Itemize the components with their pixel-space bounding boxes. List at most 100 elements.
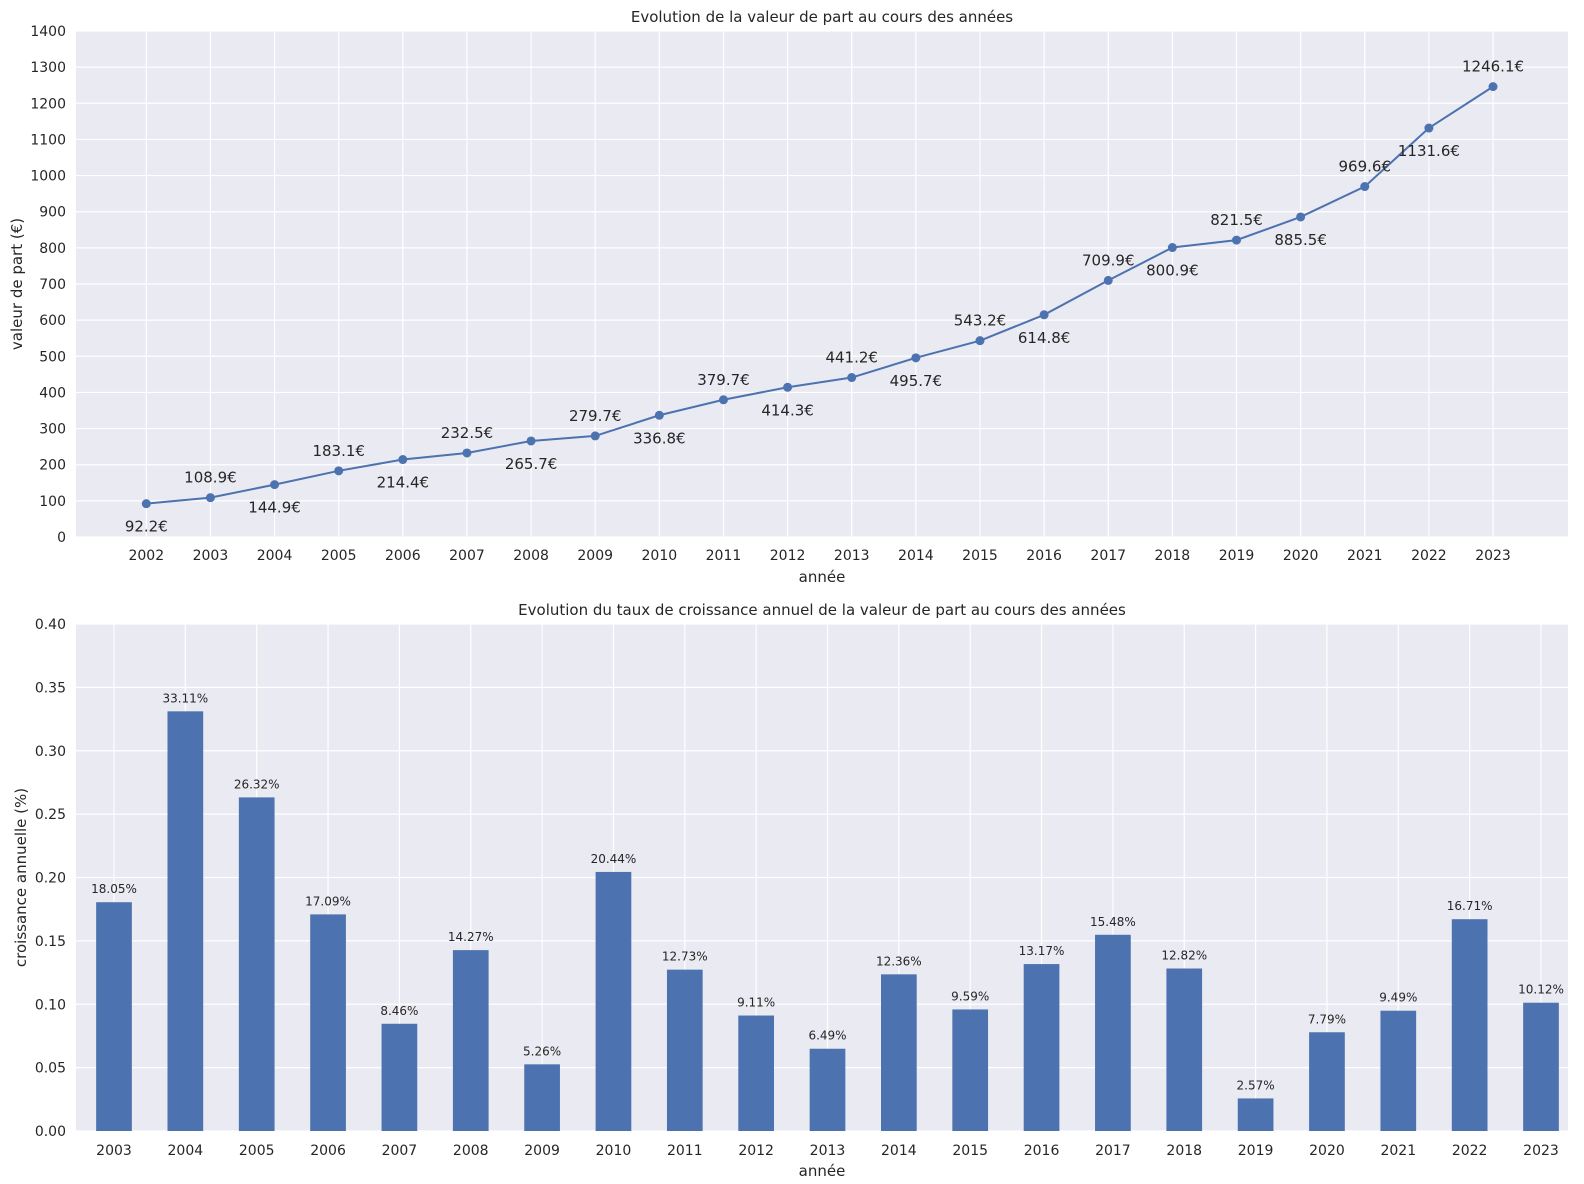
x-tick-label: 2017 — [1090, 548, 1126, 564]
y-tick-label: 300 — [39, 422, 66, 438]
x-tick-label: 2011 — [667, 1143, 703, 1159]
x-tick-label: 2012 — [738, 1143, 774, 1159]
data-label: 821.5€ — [1210, 211, 1263, 229]
bar — [738, 1015, 774, 1131]
line-point — [590, 431, 600, 441]
line-point — [718, 395, 728, 405]
x-tick-label: 2023 — [1523, 1143, 1559, 1159]
x-tick-label: 2010 — [596, 1143, 632, 1159]
bar — [310, 914, 346, 1131]
data-label: 214.4€ — [377, 474, 430, 492]
y-tick-label: 200 — [39, 458, 66, 474]
bar-chart: 0.00 0.05 0.10 0.15 0.20 0.25 0.30 0.35 0.40 200… — [12, 601, 1568, 1180]
line-chart-y-ticks: 0 100 200 300 400 500 600 700 800 900 1000 1100 1200… — [30, 24, 66, 546]
data-label: 183.1€ — [312, 442, 365, 460]
y-tick-label: 700 — [39, 277, 66, 293]
x-tick-label: 2008 — [513, 548, 549, 564]
bar — [452, 950, 489, 1131]
line-point — [1488, 82, 1498, 92]
data-label: 144.9€ — [248, 499, 301, 517]
line-point — [1296, 212, 1306, 222]
data-label: 614.8€ — [1018, 329, 1071, 347]
x-tick-label: 2008 — [453, 1143, 489, 1159]
x-tick-label: 2021 — [1347, 548, 1383, 564]
x-tick-label: 2023 — [1475, 548, 1511, 564]
bar-chart-y-label: croissance annuelle (%) — [12, 788, 30, 967]
x-tick-label: 2015 — [962, 548, 998, 564]
line-point — [1103, 275, 1113, 285]
x-tick-label: 2007 — [449, 548, 485, 564]
bar — [1023, 964, 1060, 1131]
y-tick-label: 100 — [39, 494, 66, 510]
x-tick-label: 2004 — [168, 1143, 204, 1159]
bar-value-label: 16.71% — [1447, 899, 1493, 913]
data-label: 414.3€ — [761, 401, 814, 419]
line-point — [1167, 243, 1177, 253]
bar — [167, 711, 204, 1131]
bar-chart-x-ticks: 2003 2004 2005 2006 2007 2008 2009 2010 2011 2012… — [96, 1143, 1559, 1159]
data-label: 441.2€ — [825, 349, 878, 367]
bar-value-label: 5.26% — [523, 1044, 561, 1058]
data-label: 265.7€ — [505, 455, 558, 473]
bar — [1451, 919, 1488, 1131]
x-tick-label: 2020 — [1283, 548, 1319, 564]
x-tick-label: 2016 — [1026, 548, 1062, 564]
line-point — [334, 466, 344, 476]
data-label: 279.7€ — [569, 407, 622, 425]
x-tick-label: 2018 — [1166, 1143, 1202, 1159]
x-tick-label: 2009 — [577, 548, 613, 564]
bar-value-label: 7.79% — [1308, 1012, 1346, 1026]
bar-value-label: 15.48% — [1090, 915, 1136, 929]
bar — [1095, 934, 1131, 1131]
data-label: 108.9€ — [184, 469, 237, 487]
x-tick-label: 2019 — [1238, 1143, 1274, 1159]
y-tick-label: 1000 — [30, 169, 66, 185]
line-point — [1039, 310, 1049, 320]
x-tick-label: 2020 — [1309, 1143, 1345, 1159]
data-label: 800.9€ — [1146, 262, 1199, 280]
x-tick-label: 2005 — [321, 548, 357, 564]
y-tick-label: 0.00 — [35, 1124, 66, 1140]
bar-chart-title: Evolution du taux de croissance annuel d… — [518, 601, 1126, 619]
bar-chart-x-label: année — [799, 1162, 846, 1180]
bar — [595, 871, 632, 1131]
line-chart-gridlines — [76, 30, 1568, 538]
x-tick-label: 2003 — [96, 1143, 132, 1159]
line-point — [270, 480, 280, 490]
y-tick-label: 800 — [39, 241, 66, 257]
bars — [96, 711, 1559, 1131]
line-points — [141, 82, 1498, 509]
line-data-labels: 92.2€ 108.9€ 144.9€ 183.1€ 214.4€ 232.5€ 265.7… — [125, 58, 1524, 536]
line-point — [911, 353, 921, 363]
bar-value-label: 9.11% — [737, 996, 775, 1010]
line-chart-x-ticks: 2002 2003 2004 2005 2006 2007 2008 2009 2010 2011… — [128, 548, 1510, 564]
bar — [809, 1048, 846, 1131]
line-point — [1232, 235, 1242, 245]
line-chart-y-label: valeur de part (€) — [8, 218, 26, 350]
x-tick-label: 2006 — [310, 1143, 346, 1159]
y-tick-label: 0.15 — [35, 934, 66, 950]
data-label: 543.2€ — [954, 312, 1007, 330]
bar-value-label: 26.32% — [234, 777, 280, 791]
line-series — [146, 85, 1494, 505]
line-point — [398, 455, 408, 465]
x-tick-label: 2022 — [1411, 548, 1447, 564]
x-tick-label: 2009 — [524, 1143, 560, 1159]
y-tick-label: 0.20 — [35, 871, 66, 887]
bar-value-label: 8.46% — [380, 1004, 418, 1018]
y-tick-label: 0 — [57, 530, 66, 546]
bar — [1309, 1032, 1345, 1131]
x-tick-label: 2007 — [382, 1143, 418, 1159]
line-point — [783, 382, 793, 392]
x-tick-label: 2013 — [834, 548, 870, 564]
y-tick-label: 0.05 — [35, 1061, 66, 1077]
bar-value-label: 33.11% — [162, 691, 208, 705]
x-tick-label: 2019 — [1219, 548, 1255, 564]
y-tick-label: 0.35 — [35, 680, 66, 696]
x-tick-label: 2006 — [385, 548, 421, 564]
x-tick-label: 2013 — [810, 1143, 846, 1159]
x-tick-label: 2016 — [1024, 1143, 1060, 1159]
y-tick-label: 1100 — [30, 132, 66, 148]
x-tick-label: 2018 — [1155, 548, 1191, 564]
bar — [1237, 1098, 1274, 1131]
